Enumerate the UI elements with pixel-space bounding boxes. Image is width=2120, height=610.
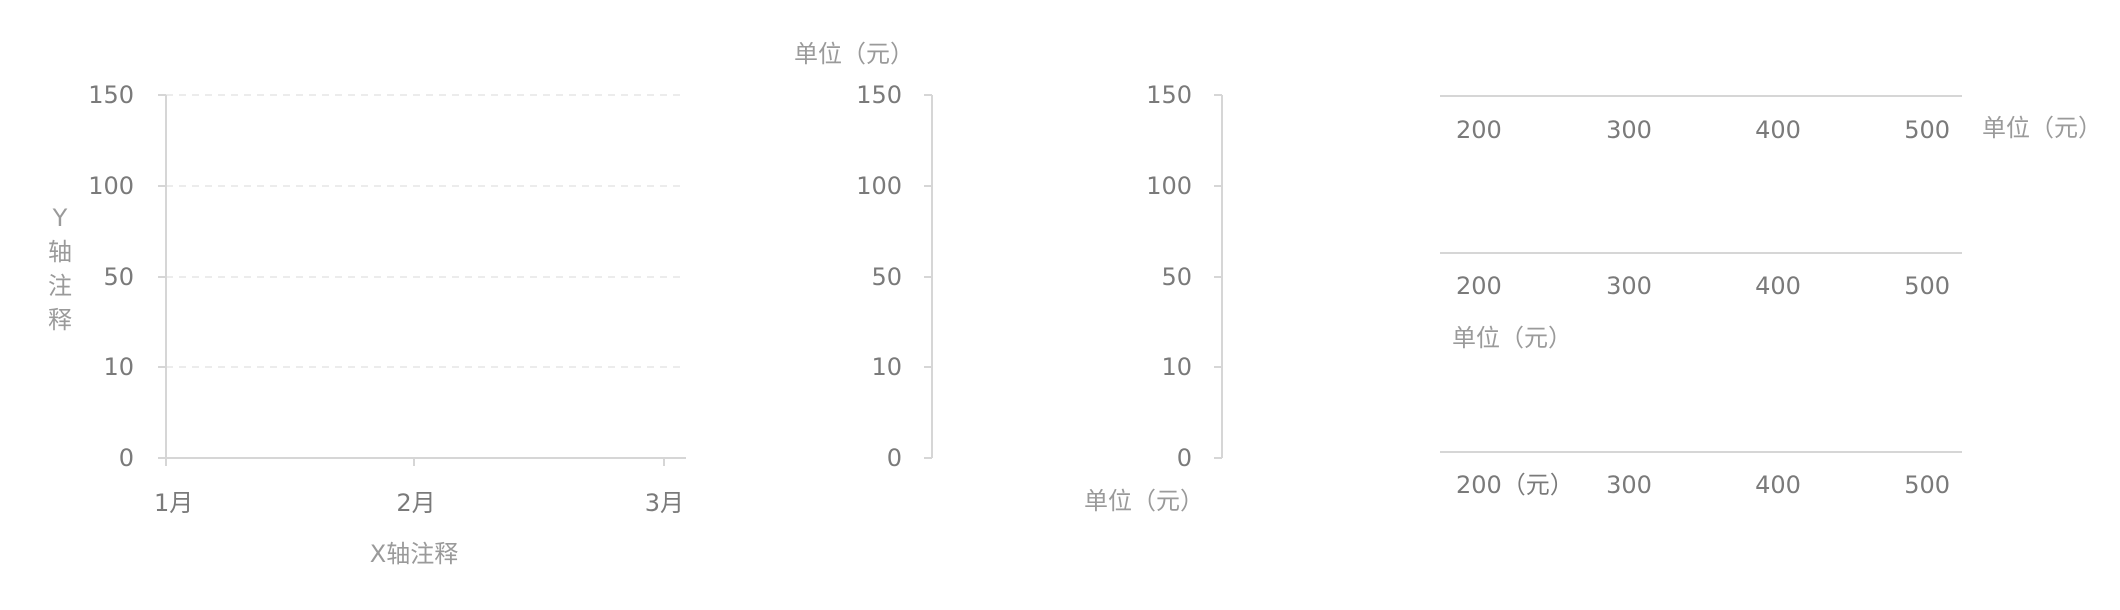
chart3-unit-label: 单位（元）	[1084, 487, 1204, 515]
chart6-x-tick-label: 300	[1606, 471, 1652, 499]
chart1-x-tick-label: 2月	[396, 489, 435, 517]
chart1-x-tick-label: 1月	[154, 489, 193, 517]
chart1-y-tick-label: 100	[88, 172, 134, 200]
chart-2: 150 100 50 10 0 单位（元）	[794, 40, 933, 472]
chart1-y-tick-label: 0	[119, 444, 134, 472]
chart-1: 150 100 50 10 0 1月 2月 3月 X轴注释 Y 轴 注 释	[48, 81, 686, 568]
chart3-y-tick-label: 50	[1161, 263, 1192, 291]
chart1-y-tick-label: 10	[103, 353, 134, 381]
chart5-x-tick-label: 500	[1904, 272, 1950, 300]
chart3-y-tick-label: 100	[1146, 172, 1192, 200]
chart1-x-tick-label: 3月	[645, 489, 684, 517]
chart2-y-tick-label: 50	[871, 263, 902, 291]
chart3-y-tick-label: 0	[1177, 444, 1192, 472]
chart1-y-axis-label-char: 轴	[48, 238, 72, 266]
chart6-x-tick-label: 500	[1904, 471, 1950, 499]
chart1-y-axis-label-char: Y	[52, 204, 68, 232]
chart4-unit-label: 单位（元）	[1982, 114, 2102, 142]
chart2-y-tick-label: 0	[887, 444, 902, 472]
chart4-x-tick-label: 200	[1456, 116, 1502, 144]
chart2-unit-label: 单位（元）	[794, 40, 914, 68]
chart2-y-tick-label: 100	[856, 172, 902, 200]
chart-5: 200 300 400 500 单位（元）	[1440, 252, 1962, 352]
chart5-x-tick-label: 200	[1456, 272, 1502, 300]
chart-3: 150 100 50 10 0 单位（元）	[1084, 81, 1223, 515]
chart5-x-tick-label: 400	[1755, 272, 1801, 300]
chart1-x-axis-label: X轴注释	[370, 540, 458, 568]
chart4-x-tick-label: 500	[1904, 116, 1950, 144]
chart4-x-tick-label: 300	[1606, 116, 1652, 144]
chart1-y-tick-label: 150	[88, 81, 134, 109]
chart6-x-tick-label: 400	[1755, 471, 1801, 499]
chart2-y-tick-label: 150	[856, 81, 902, 109]
chart5-x-tick-label: 300	[1606, 272, 1652, 300]
chart2-y-tick-label: 10	[871, 353, 902, 381]
chart3-y-tick-label: 150	[1146, 81, 1192, 109]
chart1-y-axis-label-char: 注	[48, 272, 72, 300]
chart5-unit-label: 单位（元）	[1452, 324, 1572, 352]
chart1-y-axis-label-char: 释	[48, 306, 72, 334]
chart3-y-tick-label: 10	[1161, 353, 1192, 381]
chart4-x-tick-label: 400	[1755, 116, 1801, 144]
chart-4: 200 300 400 500 单位（元）	[1440, 95, 2102, 144]
chart1-y-tick-label: 50	[103, 263, 134, 291]
chart6-x-tick-label: 200（元）	[1456, 471, 1574, 499]
chart-6: 200（元） 300 400 500	[1440, 451, 1962, 499]
